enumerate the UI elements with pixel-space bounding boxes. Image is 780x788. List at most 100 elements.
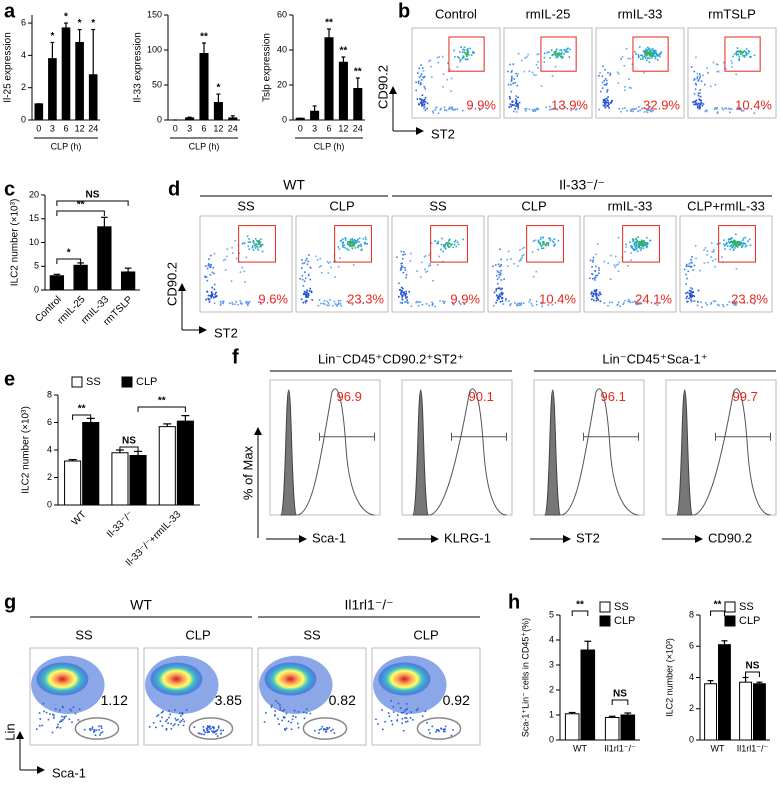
event-dot: [418, 76, 421, 79]
event-dot: [641, 239, 643, 242]
event-dot: [535, 303, 538, 306]
event-dot: [277, 702, 280, 704]
event-dot: [259, 241, 262, 243]
x-tick-label: 24: [353, 123, 363, 133]
event-dot: [177, 724, 180, 726]
event-dot: [625, 246, 628, 248]
event-dot: [742, 244, 744, 247]
event-dot: [533, 74, 535, 76]
event-dot: [626, 109, 628, 112]
event-dot: [417, 707, 419, 710]
bar: [704, 683, 717, 741]
event-dot: [532, 110, 535, 113]
event-dot: [356, 246, 359, 249]
event-dot: [735, 233, 737, 236]
event-dot: [646, 245, 649, 248]
event-dot: [406, 299, 409, 301]
event-dot: [557, 54, 559, 56]
event-dot: [693, 78, 696, 80]
event-dot: [327, 302, 330, 305]
event-dot: [260, 245, 262, 248]
event-dot: [510, 71, 513, 73]
significance-label: **: [340, 46, 348, 57]
event-dot: [649, 51, 651, 54]
event-dot: [568, 56, 571, 58]
event-dot: [465, 53, 467, 55]
error-bar: [124, 267, 132, 272]
event-dot: [541, 302, 543, 305]
legend-label: SS: [86, 376, 101, 388]
event-dot: [273, 714, 276, 717]
event-dot: [556, 108, 559, 111]
event-dot: [690, 299, 692, 301]
event-dot: [524, 108, 526, 110]
event-dot: [216, 295, 218, 297]
event-dot: [743, 302, 746, 304]
event-dot: [591, 291, 593, 293]
event-dot: [551, 75, 554, 77]
plot-title: rmIL-33: [618, 6, 663, 21]
event-dot: [360, 243, 362, 246]
event-dot: [542, 236, 544, 239]
event-dot: [206, 728, 209, 731]
event-dot: [328, 304, 331, 307]
event-dot: [213, 727, 215, 730]
event-dot: [422, 99, 425, 102]
flow-plot: [391, 215, 485, 313]
event-dot: [706, 67, 708, 69]
event-dot: [740, 50, 743, 53]
error-bar: [64, 22, 68, 28]
event-dot: [725, 241, 728, 244]
event-dot: [461, 51, 464, 53]
event-dot: [209, 725, 211, 727]
event-dot: [498, 294, 501, 297]
event-dot: [736, 47, 739, 49]
event-dot: [728, 240, 730, 243]
event-dot: [497, 287, 500, 290]
event-dot: [548, 51, 550, 53]
event-dot: [419, 301, 422, 303]
event-dot: [438, 56, 440, 58]
event-dot: [501, 287, 503, 290]
event-dot: [436, 729, 439, 732]
event-dot: [423, 86, 426, 88]
event-dot: [706, 109, 708, 112]
event-dot: [423, 98, 426, 101]
event-dot: [609, 72, 612, 75]
event-dot: [645, 54, 648, 57]
plot-title: SS: [429, 198, 447, 213]
event-dot: [593, 277, 596, 279]
event-dot: [465, 58, 468, 61]
event-dot: [419, 98, 421, 100]
event-dot: [690, 291, 693, 293]
event-dot: [238, 252, 241, 255]
event-dot: [517, 108, 519, 110]
event-dot: [446, 242, 448, 244]
event-dot: [509, 97, 511, 100]
significance-label: *: [78, 18, 82, 29]
bar: [718, 644, 731, 741]
event-dot: [410, 305, 413, 307]
event-dot: [208, 264, 211, 266]
event-dot: [547, 243, 549, 245]
event-dot: [255, 244, 257, 247]
event-dot: [398, 289, 401, 291]
event-dot: [437, 112, 440, 114]
event-dot: [305, 295, 307, 297]
event-dot: [498, 265, 501, 268]
event-dot: [251, 246, 254, 249]
bar: [120, 271, 136, 291]
event-dot: [210, 263, 212, 266]
event-dot: [326, 726, 329, 729]
event-dot: [691, 291, 694, 294]
event-dot: [348, 243, 351, 246]
event-dot: [650, 49, 653, 51]
event-dot: [727, 238, 730, 241]
event-dot: [685, 292, 687, 295]
event-dot: [261, 250, 264, 253]
event-dot: [402, 266, 404, 268]
event-dot: [686, 291, 689, 294]
event-dot: [402, 729, 405, 732]
event-dot: [624, 299, 626, 302]
event-dot: [354, 247, 357, 249]
